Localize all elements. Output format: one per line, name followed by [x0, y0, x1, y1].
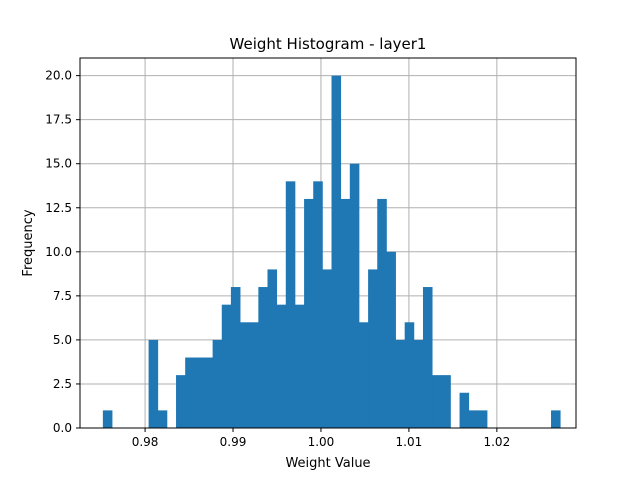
- histogram-bar: [276, 304, 287, 428]
- histogram-bar: [422, 287, 433, 428]
- histogram-bar: [404, 322, 415, 428]
- histogram-bar: [230, 287, 241, 428]
- histogram-bar: [395, 339, 406, 428]
- histogram-bar: [221, 304, 232, 428]
- chart-title: Weight Histogram - layer1: [230, 35, 427, 53]
- histogram-bar: [249, 322, 259, 428]
- y-tick-label: 12.5: [45, 201, 72, 215]
- histogram-bar: [368, 269, 378, 428]
- histogram-bar: [432, 375, 442, 428]
- y-tick-label: 20.0: [45, 69, 72, 83]
- histogram-bar: [441, 375, 451, 428]
- y-tick-label: 2.5: [53, 377, 72, 391]
- x-tick-label: 0.98: [132, 435, 159, 449]
- histogram-bar: [258, 287, 268, 428]
- y-tick-label: 7.5: [53, 289, 72, 303]
- y-tick-label: 0.0: [53, 421, 72, 435]
- y-tick-label: 17.5: [45, 113, 72, 127]
- histogram-bar: [194, 357, 204, 428]
- histogram-bar: [102, 410, 113, 428]
- x-tick-label: 0.99: [220, 435, 247, 449]
- plot-frame: [79, 57, 577, 429]
- y-tick-label: 5.0: [53, 333, 72, 347]
- histogram-bar: [322, 269, 332, 428]
- histogram-bar: [349, 163, 360, 428]
- y-axis-label: Frequency: [21, 209, 36, 276]
- y-tick-label: 10.0: [45, 245, 72, 259]
- histogram-bar: [459, 392, 470, 428]
- y-tick-label: 15.0: [45, 157, 72, 171]
- histogram-bar: [377, 198, 387, 428]
- histogram-bars: [102, 75, 561, 428]
- histogram-bar: [240, 322, 250, 428]
- y-axis-ticks: 0.0 2.5 5.0 7.5 10.0 12.5 15.0 17.5 20.0: [45, 69, 80, 435]
- histogram-bar: [340, 198, 351, 428]
- histogram-bar: [386, 251, 396, 428]
- histogram-bar: [285, 181, 296, 428]
- x-axis-label: Weight Value: [285, 456, 370, 471]
- histogram-bar: [267, 269, 278, 428]
- histogram-bar: [551, 410, 561, 428]
- histogram-bar: [294, 304, 305, 428]
- histogram-bar: [185, 357, 195, 428]
- x-axis-ticks: 0.98 0.99 1.00 1.01 1.02: [132, 428, 510, 449]
- histogram-bar: [413, 339, 424, 428]
- histogram-bar: [157, 410, 168, 428]
- histogram-bar: [477, 410, 488, 428]
- x-tick-label: 1.01: [396, 435, 423, 449]
- histogram-bar: [304, 198, 314, 428]
- histogram-bar: [358, 322, 369, 428]
- histogram-bar: [313, 181, 323, 428]
- x-tick-label: 1.02: [483, 435, 510, 449]
- x-tick-label: 1.00: [308, 435, 335, 449]
- histogram-bar: [331, 75, 342, 428]
- histogram-bar: [203, 357, 214, 428]
- histogram-bar: [468, 410, 479, 428]
- histogram-bar: [212, 339, 223, 428]
- histogram-bar: [148, 339, 159, 428]
- histogram-bar: [176, 375, 186, 428]
